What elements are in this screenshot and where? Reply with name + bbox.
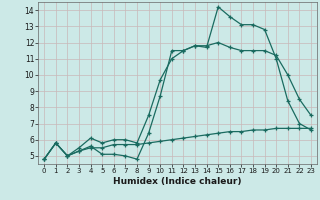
X-axis label: Humidex (Indice chaleur): Humidex (Indice chaleur) xyxy=(113,177,242,186)
